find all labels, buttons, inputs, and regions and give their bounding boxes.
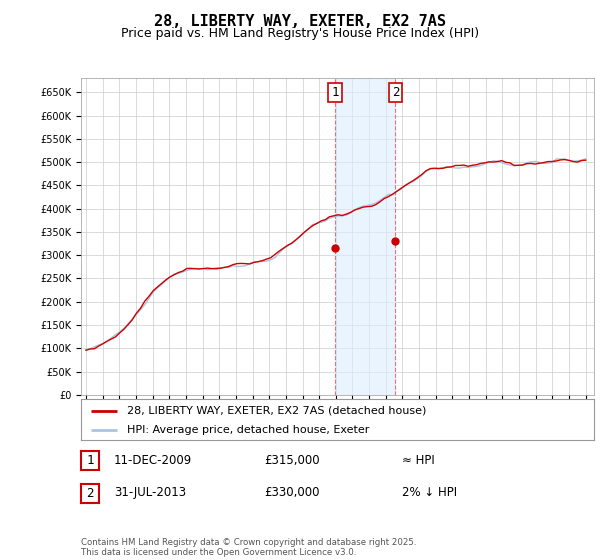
Bar: [335, 78, 395, 395]
Text: 31-JUL-2013: 31-JUL-2013: [114, 486, 186, 500]
Text: Contains HM Land Registry data © Crown copyright and database right 2025.
This d: Contains HM Land Registry data © Crown c…: [81, 538, 416, 557]
Text: 28, LIBERTY WAY, EXETER, EX2 7AS (detached house): 28, LIBERTY WAY, EXETER, EX2 7AS (detach…: [127, 405, 427, 416]
Text: HPI: Average price, detached house, Exeter: HPI: Average price, detached house, Exet…: [127, 424, 370, 435]
Text: 28, LIBERTY WAY, EXETER, EX2 7AS: 28, LIBERTY WAY, EXETER, EX2 7AS: [154, 14, 446, 29]
Text: ≈ HPI: ≈ HPI: [402, 454, 435, 467]
Text: 2% ↓ HPI: 2% ↓ HPI: [402, 486, 457, 500]
Text: 2: 2: [86, 487, 94, 500]
Text: £315,000: £315,000: [264, 454, 320, 467]
Text: 1: 1: [331, 86, 338, 99]
Text: £330,000: £330,000: [264, 486, 320, 500]
Text: Price paid vs. HM Land Registry's House Price Index (HPI): Price paid vs. HM Land Registry's House …: [121, 27, 479, 40]
Text: 1: 1: [86, 454, 94, 468]
Text: 11-DEC-2009: 11-DEC-2009: [114, 454, 192, 467]
Text: 2: 2: [392, 86, 399, 99]
